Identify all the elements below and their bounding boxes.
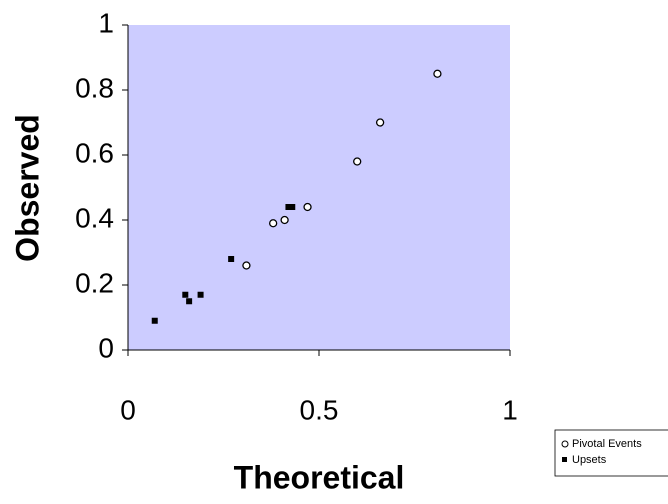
point (280, 215, 289, 225)
x-axis-title: Theoretical (234, 459, 405, 495)
legend-label: Pivotal Events (572, 438, 642, 450)
point (303, 202, 312, 212)
legend-marker (562, 457, 567, 462)
y-tick-label: 1 (98, 7, 114, 38)
point (285, 204, 292, 210)
legend-label: Upsets (572, 454, 607, 466)
legend-box (554, 429, 668, 477)
y-tick-label: 0.6 (75, 137, 114, 168)
y-tick-label: 0.2 (75, 267, 114, 298)
point (375, 118, 385, 127)
y-tick-label: 0.8 (75, 72, 114, 103)
point (433, 69, 442, 78)
legend-marker (561, 440, 569, 448)
plot-area (128, 25, 510, 350)
y-tick-label: 0.4 (75, 202, 114, 233)
x-tick-label: 0 (120, 394, 136, 425)
point (228, 256, 235, 262)
point (242, 261, 251, 270)
y-tick-label: 0 (98, 332, 114, 363)
point (186, 298, 193, 305)
point (353, 157, 362, 166)
legend: Pivotal Events Upsets (554, 429, 668, 477)
point (197, 291, 204, 298)
point (151, 317, 158, 324)
x-tick-label: 0.5 (300, 394, 339, 425)
x-tick-label: 1 (502, 394, 518, 425)
point (269, 219, 278, 228)
point (182, 291, 189, 298)
y-axis-title: Observed (9, 114, 45, 262)
point (289, 204, 296, 210)
